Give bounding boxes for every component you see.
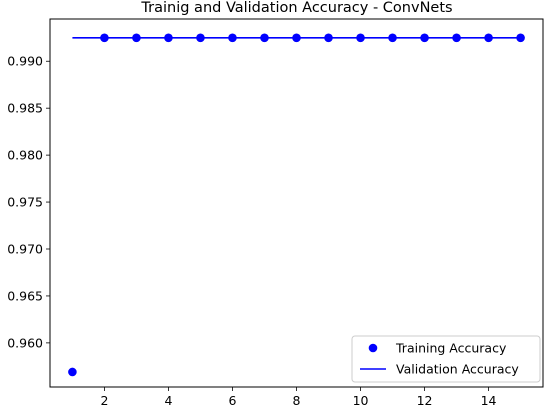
y-tick-label: 0.965 (7, 288, 43, 303)
x-tick-label: 14 (481, 393, 497, 408)
x-tick-label: 10 (353, 393, 369, 408)
plot-area: 2 4 6 8 10 12 14 0.960 0.965 0.970 0.975 0.980 0.985… (7, 18, 544, 408)
data-point-training (68, 367, 77, 377)
legend: Training Accuracy Validation Accuracy (351, 335, 541, 383)
legend-dot-marker (368, 343, 378, 353)
y-tick-label: 0.960 (7, 335, 43, 350)
y-tick-label: 0.990 (7, 54, 43, 69)
y-tick-label: 0.980 (7, 148, 43, 163)
x-tick-label: 4 (164, 393, 172, 408)
chart-title: Trainig and Validation Accuracy - ConvNe… (140, 0, 452, 16)
legend-box (351, 335, 541, 383)
y-tick-label: 0.985 (7, 101, 43, 116)
y-tick-label: 0.970 (7, 242, 43, 257)
x-tick-label: 12 (417, 393, 433, 408)
y-tick-label: 0.975 (7, 195, 43, 210)
x-tick-label: 6 (228, 393, 236, 408)
legend-label: Training Accuracy (395, 341, 507, 356)
x-tick-label: 8 (293, 393, 301, 408)
legend-label: Validation Accuracy (396, 362, 519, 377)
x-tick-label: 2 (100, 393, 108, 408)
